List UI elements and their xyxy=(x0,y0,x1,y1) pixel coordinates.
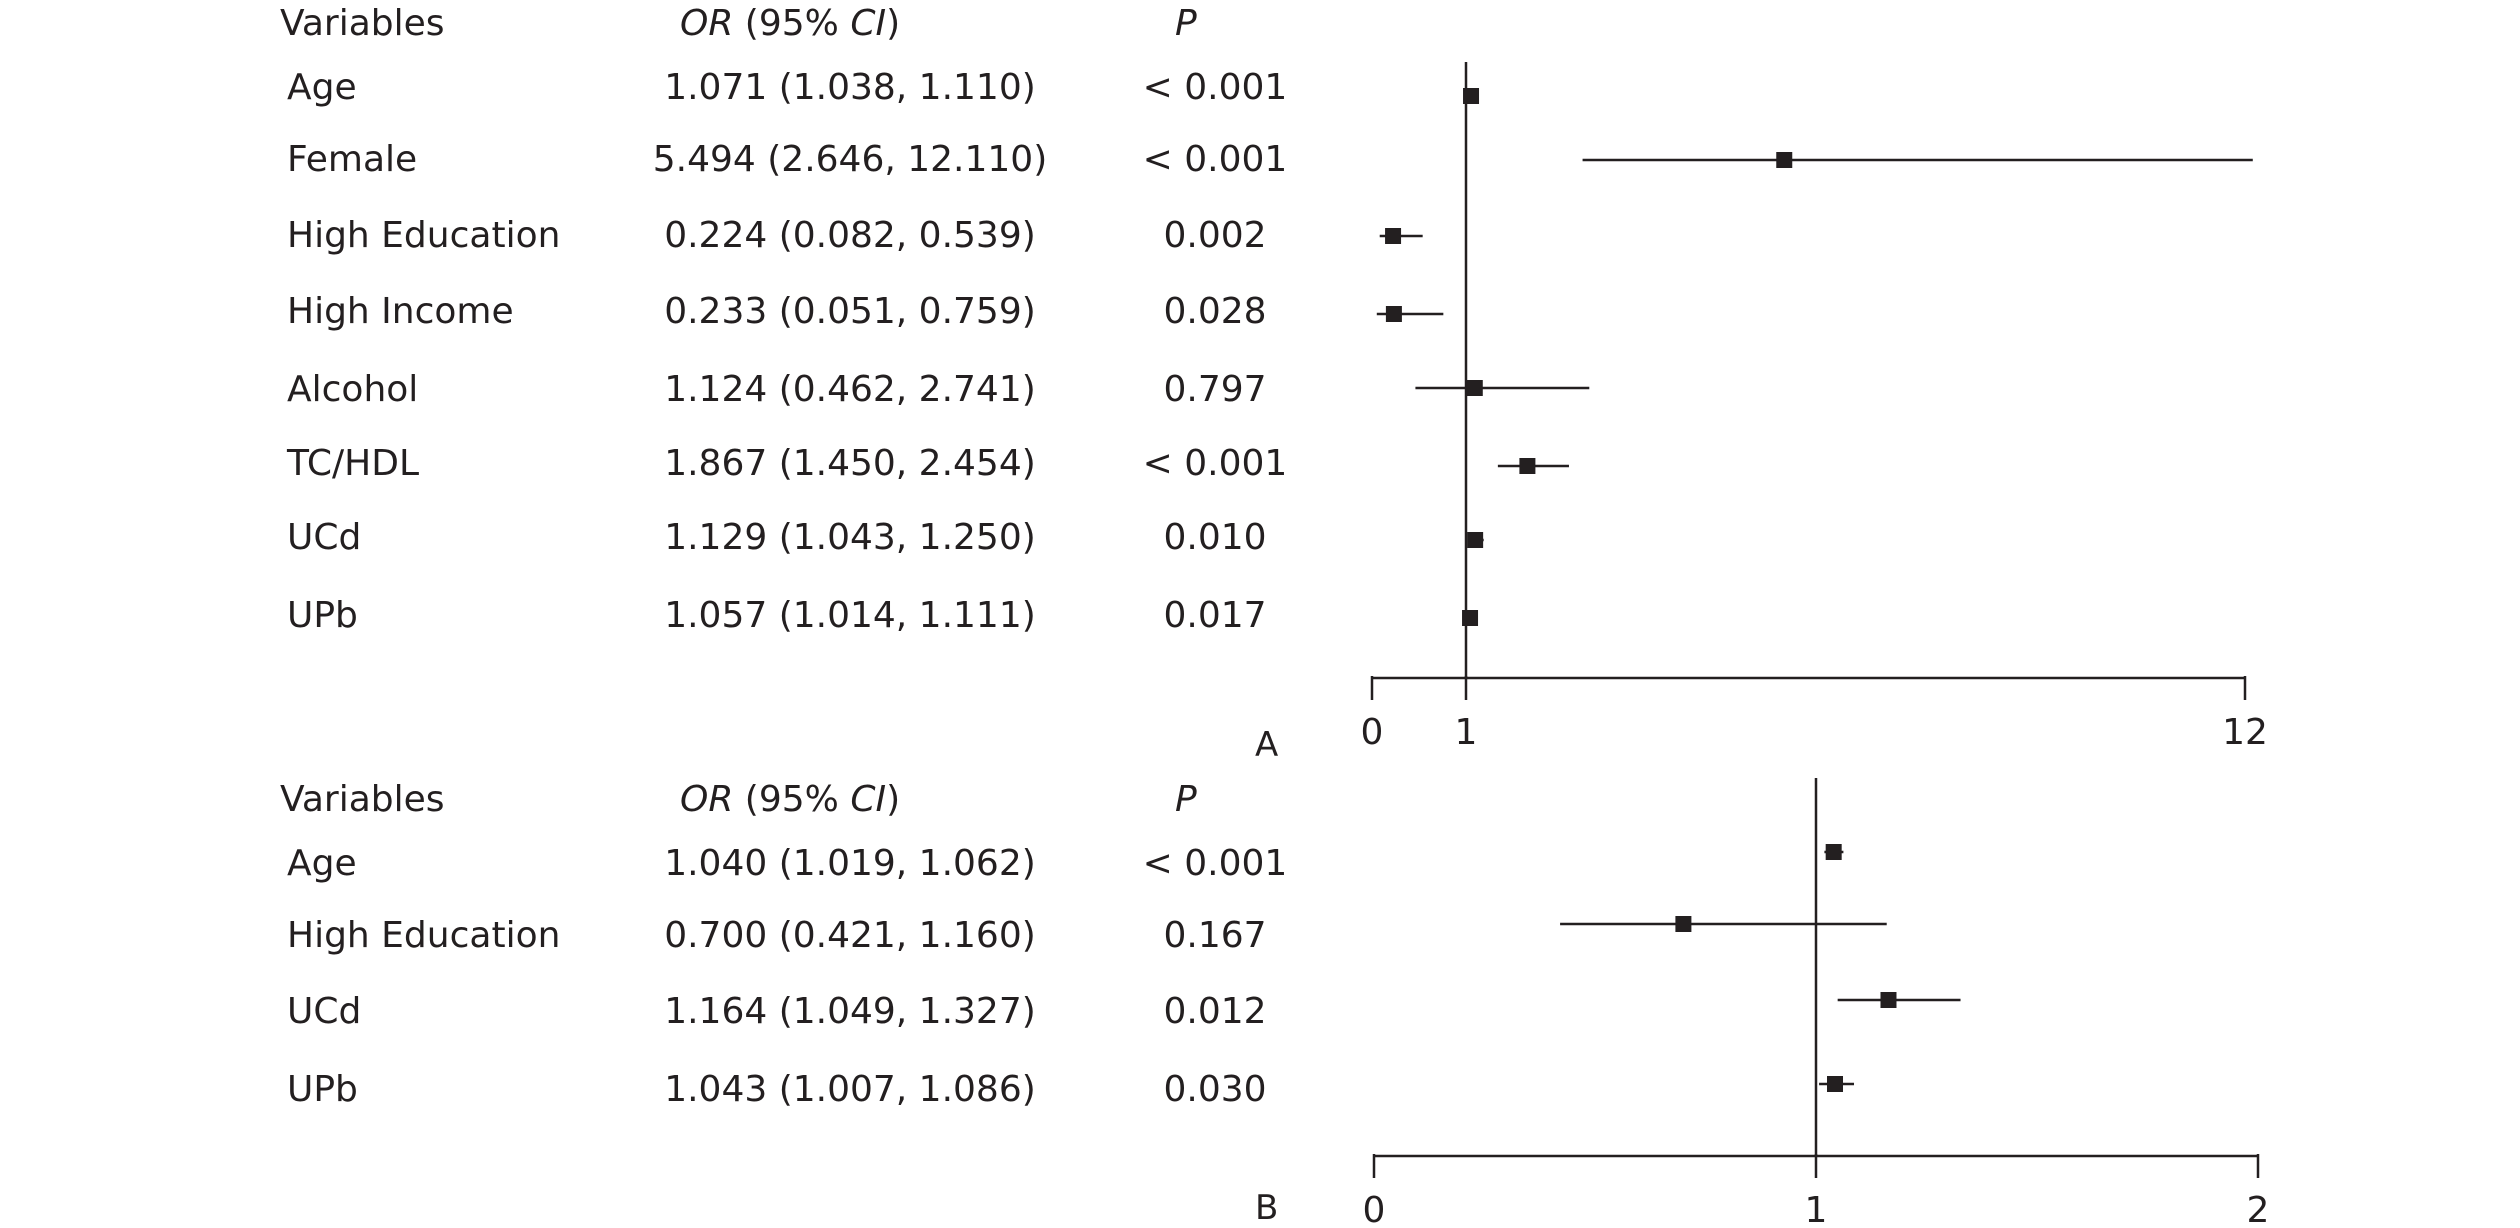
x-tick-label: 1 xyxy=(1805,1190,1828,1228)
cell-p-value: 0.012 xyxy=(1163,991,1267,1032)
or-point-marker xyxy=(1467,532,1484,548)
or-point-marker xyxy=(1675,916,1692,932)
or-point-marker xyxy=(1825,844,1842,860)
cell-p-value: 0.167 xyxy=(1163,915,1267,956)
cell-variable: Alcohol xyxy=(287,369,419,410)
or-point-marker xyxy=(1462,610,1479,626)
cell-p-value: 0.002 xyxy=(1163,215,1267,256)
cell-or-ci: 1.040 (1.019, 1.062) xyxy=(664,843,1036,884)
cell-p-value: 0.028 xyxy=(1163,291,1267,332)
cell-or-ci: 1.867 (1.450, 2.454) xyxy=(664,443,1036,484)
header-or-ci: OR (95% CI) xyxy=(680,3,901,44)
header-p: P xyxy=(1175,3,1197,44)
cell-p-value: 0.010 xyxy=(1163,517,1267,558)
cell-or-ci: 0.224 (0.082, 0.539) xyxy=(664,215,1036,256)
cell-variable: UPb xyxy=(287,1069,358,1110)
panel-label-a: A xyxy=(1255,725,1279,765)
cell-or-ci: 1.071 (1.038, 1.110) xyxy=(664,67,1036,108)
or-point-marker xyxy=(1776,152,1793,168)
cell-or-ci: 1.057 (1.014, 1.111) xyxy=(664,595,1036,636)
cell-or-ci: 1.129 (1.043, 1.250) xyxy=(664,517,1036,558)
x-tick-label: 12 xyxy=(2222,712,2268,753)
cell-variable: Female xyxy=(287,139,418,180)
cell-or-ci: 1.164 (1.049, 1.327) xyxy=(664,991,1036,1032)
cell-variable: Age xyxy=(287,67,357,108)
cell-variable: UCd xyxy=(287,991,362,1032)
forest-plot-a: 0 1 12 xyxy=(1361,62,2268,753)
cell-p-value: < 0.001 xyxy=(1142,139,1288,180)
x-tick-label: 1 xyxy=(1455,712,1478,753)
forest-panel-a: Variables OR (95% CI) P Age 1.071 (1.038,… xyxy=(280,3,2268,766)
panel-label-b: B xyxy=(1255,1188,1279,1228)
cell-p-value: 0.030 xyxy=(1163,1069,1267,1110)
x-tick-label: 0 xyxy=(1361,712,1384,753)
or-point-marker xyxy=(1827,1076,1844,1092)
cell-variable: High Education xyxy=(287,915,561,956)
cell-p-value: < 0.001 xyxy=(1142,443,1288,484)
header-p: P xyxy=(1175,779,1197,820)
or-point-marker xyxy=(1519,458,1536,474)
x-tick-label: 0 xyxy=(1363,1190,1386,1228)
or-point-marker xyxy=(1385,228,1402,244)
cell-variable: TC/HDL xyxy=(287,443,419,484)
cell-or-ci: 1.043 (1.007, 1.086) xyxy=(664,1069,1036,1110)
cell-p-value: < 0.001 xyxy=(1142,843,1288,884)
cell-variable: Age xyxy=(287,843,357,884)
cell-or-ci: 0.700 (0.421, 1.160) xyxy=(664,915,1036,956)
header-variables: Variables xyxy=(280,3,445,44)
or-point-marker xyxy=(1880,992,1897,1008)
or-point-marker xyxy=(1463,88,1480,104)
header-variables: Variables xyxy=(280,779,445,820)
cell-or-ci: 5.494 (2.646, 12.110) xyxy=(652,139,1048,180)
cell-variable: High Education xyxy=(287,215,561,256)
x-tick-label: 2 xyxy=(2247,1190,2270,1228)
cell-p-value: < 0.001 xyxy=(1142,67,1288,108)
forest-plot-b: 0 1 2 xyxy=(1363,778,2270,1228)
cell-variable: UPb xyxy=(287,595,358,636)
cell-p-value: 0.017 xyxy=(1163,595,1267,636)
cell-or-ci: 0.233 (0.051, 0.759) xyxy=(664,291,1036,332)
header-or-ci: OR (95% CI) xyxy=(680,779,901,820)
cell-or-ci: 1.124 (0.462, 2.741) xyxy=(664,369,1036,410)
cell-p-value: 0.797 xyxy=(1163,369,1267,410)
or-point-marker xyxy=(1385,306,1402,322)
forest-panel-b: Variables OR (95% CI) P Age 1.040 (1.019,… xyxy=(0,770,2520,1228)
or-point-marker xyxy=(1466,380,1483,396)
cell-variable: High Income xyxy=(287,291,514,332)
cell-variable: UCd xyxy=(287,517,362,558)
